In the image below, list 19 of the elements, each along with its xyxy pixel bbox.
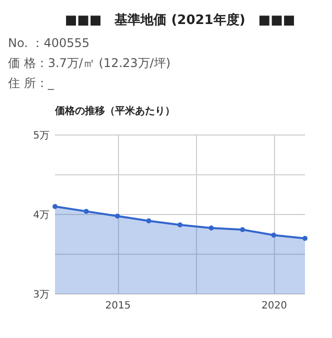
point <box>115 214 120 219</box>
y-tick-label: 3万 <box>33 290 50 300</box>
y-tick-label: 4万 <box>33 210 50 221</box>
point <box>84 208 89 214</box>
point <box>240 227 245 232</box>
x-tick-label: 2015 <box>105 300 131 312</box>
text: No. ：400555 <box>8 36 90 50</box>
point <box>208 226 214 231</box>
point <box>52 204 58 210</box>
text: 住 所：_ <box>7 76 55 90</box>
y-tick-label: 5万 <box>33 130 50 142</box>
point <box>178 222 182 228</box>
text: 価 格：3.7万/㎡ (12.23万/坪) <box>8 56 171 70</box>
chart-title: ■■■ 基準地価 (2021年度) ■■■ <box>64 12 296 28</box>
point <box>271 232 276 238</box>
point <box>146 218 152 224</box>
x-tick-label: 2020 <box>262 300 287 312</box>
chart-subtitle: 価格の推移（平米あたり） <box>54 105 175 117</box>
point <box>302 236 308 241</box>
